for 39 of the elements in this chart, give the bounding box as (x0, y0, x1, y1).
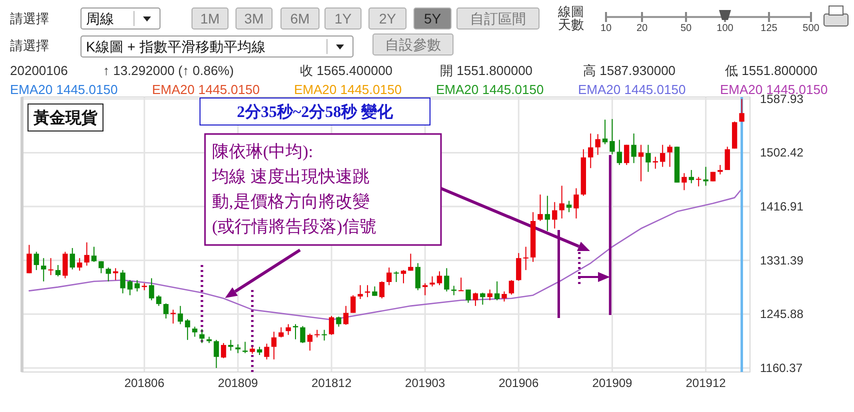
annotation: 均線 速度出現快速跳 (211, 167, 370, 186)
text: ↑ 13.292000 (↑ 0.86%) (103, 63, 234, 78)
annotation: (或行情將告段落)信號 (212, 217, 376, 236)
y-tick-label: 1416.91 (760, 200, 804, 214)
text: EMA20 1445.0150 (578, 82, 686, 97)
text: EMA20 1445.0150 (436, 82, 544, 97)
annotation: 陳依琳(中均): (212, 142, 314, 161)
text: 線圖 (557, 4, 584, 19)
text: 500 (802, 23, 820, 34)
text: 收 1565.400000 (300, 63, 393, 78)
text: 125 (760, 23, 778, 34)
text: 50 (680, 23, 692, 34)
y-tick-label: 1502.42 (760, 146, 804, 160)
text: 請選擇 (10, 38, 49, 53)
y-tick-label: 1245.88 (760, 307, 804, 322)
text: EMA20 1445.0150 (10, 82, 118, 97)
text: 20200106 (10, 63, 68, 78)
text: 20 (636, 23, 648, 34)
x-tick-label: 201912 (686, 376, 726, 390)
annotation: 動,是價格方向將改變 (212, 192, 370, 211)
x-tick-label: 201909 (592, 376, 633, 390)
x-tick-label: 201806 (124, 376, 165, 390)
text: 10 (600, 23, 612, 34)
text: 高 1587.930000 (583, 63, 676, 78)
x-tick-label: 201906 (498, 376, 539, 390)
x-tick-label: 201809 (218, 376, 258, 390)
text: EMA20 1445.0150 (294, 82, 402, 97)
chart-subtitle: 2分35秒~2分58秒 變化 (236, 103, 394, 121)
text: 天數 (558, 17, 584, 32)
y-tick-label: 1160.37 (760, 360, 803, 375)
text: 低 1551.800000 (725, 63, 818, 78)
text: EMA20 1445.0150 (152, 82, 260, 97)
x-tick-label: 201903 (405, 376, 446, 390)
text: 開 1551.800000 (440, 63, 533, 78)
x-tick-label: 201812 (311, 376, 352, 390)
text: 黃金現貨 (32, 109, 98, 127)
text: 100 (716, 23, 734, 34)
y-tick-label: 1331.39 (760, 253, 804, 268)
text: 請選擇 (10, 11, 49, 26)
